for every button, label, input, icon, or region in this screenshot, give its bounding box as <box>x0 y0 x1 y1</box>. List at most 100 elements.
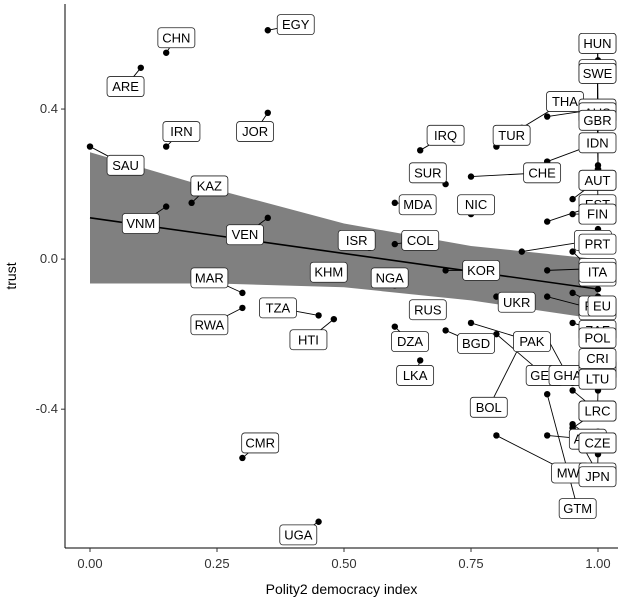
point-label-text: BOL <box>476 400 502 415</box>
point-label-text: MWI <box>557 465 584 480</box>
point-label-text: POL <box>584 330 610 345</box>
point-label: JPN <box>578 466 617 488</box>
point-label-box <box>578 348 617 369</box>
point-label: CZE <box>578 432 617 454</box>
point-label-text: CZE <box>585 435 611 450</box>
data-point <box>442 327 449 334</box>
point-label-text: CRI <box>586 351 608 366</box>
point-label-text: JOR <box>242 124 268 139</box>
data-point <box>417 357 424 364</box>
data-point <box>264 109 271 117</box>
data-point <box>569 387 576 394</box>
point-label-text: ISR <box>346 233 368 248</box>
point-label-box <box>462 259 501 281</box>
point-label: TZA <box>259 297 297 319</box>
data-point <box>391 240 398 248</box>
point-label-text: HUN <box>583 36 611 51</box>
point-label: KOR <box>462 259 501 281</box>
point-label-text: PAK <box>519 334 544 349</box>
point-label: HUN <box>578 32 617 54</box>
point-label: NIC <box>457 194 495 216</box>
point-label-box <box>309 261 348 283</box>
data-point <box>239 304 246 312</box>
data-point <box>188 199 195 207</box>
data-point <box>493 432 500 439</box>
point-label: CHE <box>523 162 562 184</box>
data-point <box>569 210 576 218</box>
leader-line <box>488 341 523 408</box>
point-label-text: BGD <box>462 336 490 351</box>
point-label-text: ARE <box>112 79 139 94</box>
data-point <box>264 27 271 34</box>
point-label-text: EGY <box>282 17 310 32</box>
point-label-text: VEN <box>232 227 259 242</box>
point-label-box <box>578 432 617 454</box>
point-label: POL <box>578 327 617 349</box>
data-point <box>569 289 576 297</box>
y-axis-ticks: 0.4 0.0 -0.4 <box>36 101 65 416</box>
point-label-text: TUR <box>498 128 525 143</box>
point-label-box <box>398 194 437 216</box>
point-label-box <box>587 295 617 317</box>
point-label-text: NIC <box>465 197 487 212</box>
point-label-box <box>289 329 328 351</box>
point-label-text: SUR <box>414 165 441 180</box>
point-label: DZA <box>391 331 429 353</box>
point-label: JOR <box>236 121 275 142</box>
point-label-text: FIN <box>587 207 608 222</box>
point-label: ARE <box>106 76 145 97</box>
data-point <box>544 218 551 225</box>
data-point <box>163 203 170 210</box>
point-label-text: TZA <box>266 300 291 315</box>
point-label: UKR <box>497 291 536 313</box>
point-label: CRI <box>578 348 617 369</box>
point-label-text: MDA <box>403 197 432 212</box>
point-label: ISR <box>337 229 376 251</box>
data-point <box>594 285 602 293</box>
point-label: SUR <box>408 162 447 184</box>
point-label-text: MAR <box>195 270 224 285</box>
point-label-text: PRT <box>585 237 611 252</box>
point-label: UGA <box>279 524 318 546</box>
point-label-box <box>578 327 617 349</box>
point-label-text: CHN <box>162 30 190 45</box>
point-label-text: KOR <box>467 263 495 278</box>
point-label-box <box>337 229 376 251</box>
data-point <box>315 518 322 525</box>
point-label: PRT <box>578 233 617 255</box>
point-label: THA <box>546 91 584 112</box>
plot-area: SAU ARE CHN IRN VNM KAZ EGY JOR VEN MAR RWA CMR UGA T… <box>86 14 617 546</box>
point-label-box <box>578 169 617 191</box>
point-label-box <box>558 498 597 520</box>
point-label-text: RWA <box>195 317 225 332</box>
point-label-text: NGA <box>376 270 405 285</box>
data-point <box>239 289 246 297</box>
point-label: IRN <box>162 121 201 142</box>
data-point <box>163 143 170 150</box>
x-tick-label: 0.50 <box>331 556 356 571</box>
point-label-text: IRN <box>170 124 192 139</box>
point-label-text: SWE <box>583 66 613 81</box>
point-label-text: GBR <box>583 113 611 128</box>
point-label-box <box>408 299 447 321</box>
data-point <box>544 432 551 439</box>
data-point <box>315 312 322 319</box>
point-label-box <box>578 63 617 84</box>
point-label: GBR <box>578 109 617 131</box>
y-tick-label: -0.4 <box>36 401 58 416</box>
point-label-text: LKA <box>403 368 428 383</box>
point-label: LKA <box>396 365 435 386</box>
point-label-text: SAU <box>112 158 139 173</box>
point-label-box <box>457 194 495 216</box>
point-label: TUR <box>492 124 531 146</box>
point-label-text: GHA <box>553 368 582 383</box>
point-label-text: JPN <box>585 469 610 484</box>
point-label-box <box>391 331 429 353</box>
data-point <box>569 248 576 255</box>
data-point <box>467 173 475 180</box>
point-label-text: CHE <box>528 165 556 180</box>
data-point <box>391 323 398 330</box>
point-label: CHN <box>157 27 196 49</box>
point-label-text: CMR <box>245 435 275 450</box>
point-label-box <box>276 14 315 36</box>
